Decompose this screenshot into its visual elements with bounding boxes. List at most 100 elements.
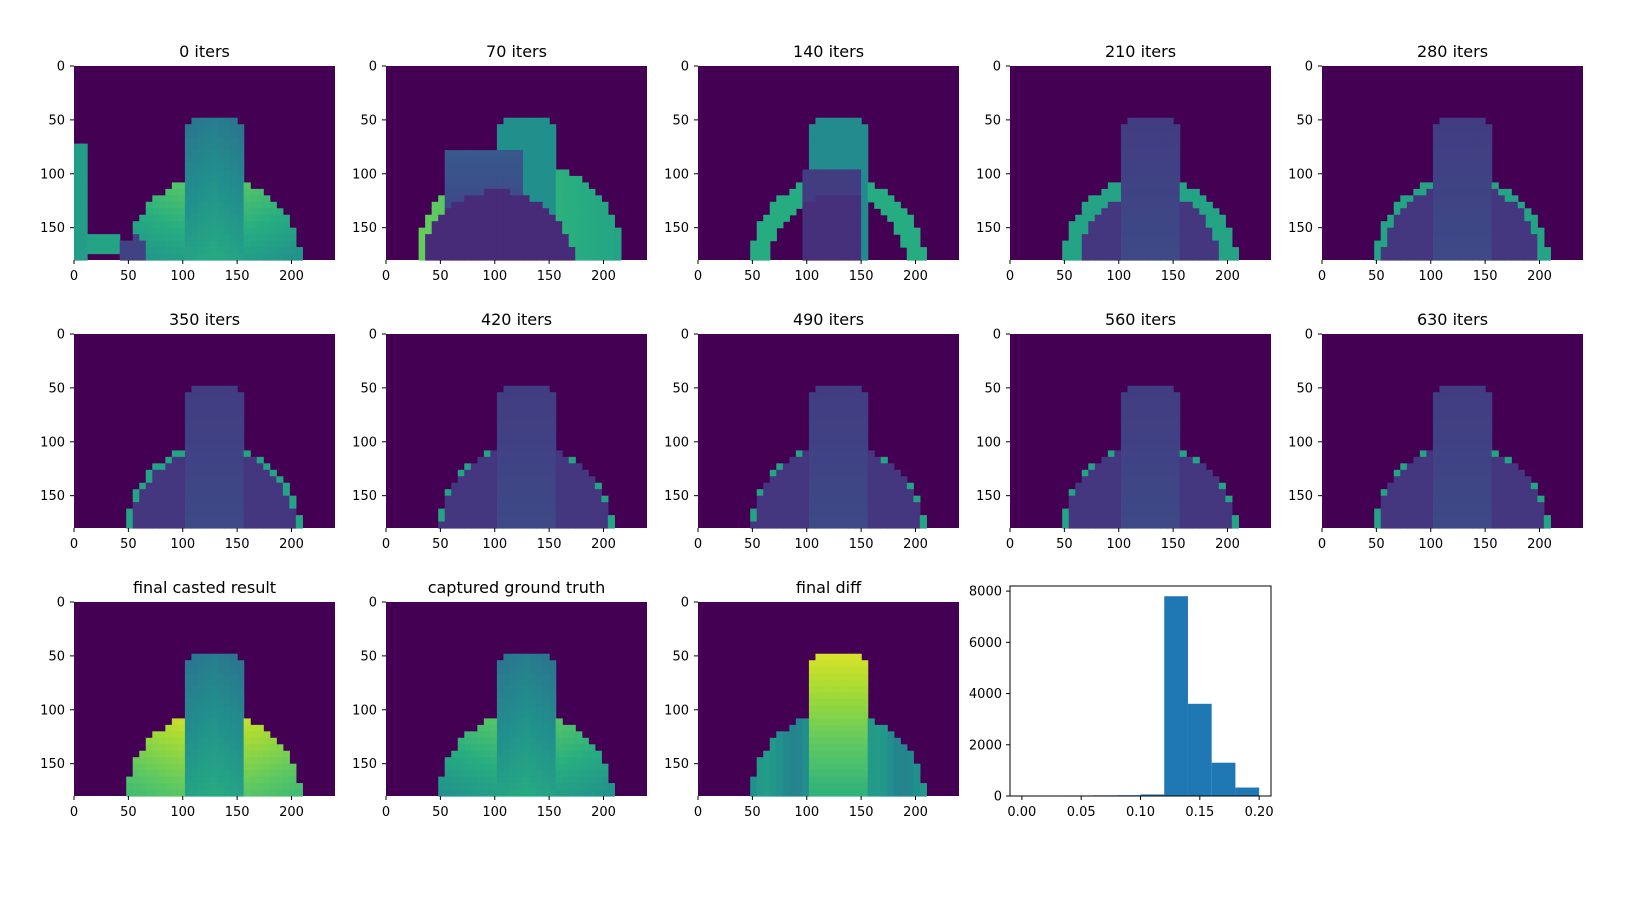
depth-cell — [822, 522, 829, 529]
depth-cell — [815, 725, 822, 732]
depth-cell — [517, 399, 524, 406]
x-tick-label: 50 — [432, 269, 449, 284]
depth-cell — [1173, 437, 1180, 444]
depth-cell — [146, 241, 153, 248]
depth-cell — [517, 418, 524, 425]
depth-cell — [881, 470, 888, 477]
depth-cell — [1121, 437, 1128, 444]
depth-cell — [1160, 202, 1167, 209]
depth-cell — [1479, 412, 1486, 419]
depth-cell — [172, 718, 179, 725]
depth-cell — [159, 744, 166, 751]
depth-cell — [523, 783, 530, 790]
depth-cell — [1407, 502, 1414, 509]
depth-cell — [205, 496, 212, 503]
depth-cell — [881, 522, 888, 529]
depth-cell — [842, 221, 849, 228]
depth-cell — [1088, 215, 1095, 222]
depth-cell — [569, 770, 576, 777]
depth-cell — [829, 744, 836, 751]
depth-cell — [497, 770, 504, 777]
depth-cell — [549, 667, 556, 674]
depth-cell — [237, 489, 244, 496]
depth-cell — [211, 137, 218, 144]
depth-cell — [1167, 195, 1174, 202]
depth-cell — [172, 725, 179, 732]
depth-cell — [464, 241, 471, 248]
depth-cell — [517, 195, 524, 202]
depth-cell — [211, 169, 218, 176]
depth-cell — [218, 131, 225, 138]
depth-cell — [1199, 215, 1206, 222]
depth-cell — [159, 470, 166, 477]
depth-cell — [1193, 241, 1200, 248]
depth-cell — [1121, 169, 1128, 176]
depth-cell — [1433, 202, 1440, 209]
depth-cell — [530, 783, 537, 790]
depth-cell — [503, 502, 510, 509]
depth-cell — [789, 195, 796, 202]
depth-cell — [1472, 124, 1479, 131]
depth-cell — [556, 496, 563, 503]
depth-cell — [224, 757, 231, 764]
depth-cell — [887, 208, 894, 215]
x-tick-label: 50 — [120, 269, 137, 284]
depth-cell — [198, 777, 205, 784]
depth-cell — [835, 489, 842, 496]
depth-cell — [536, 412, 543, 419]
depth-cell — [848, 202, 855, 209]
depth-cell — [477, 509, 484, 516]
depth-cell — [1472, 463, 1479, 470]
depth-cell — [842, 744, 849, 751]
depth-cell — [1186, 247, 1193, 254]
depth-cell — [451, 189, 458, 196]
depth-cell — [868, 483, 875, 490]
depth-cell — [497, 124, 504, 131]
depth-cell — [1459, 241, 1466, 248]
depth-cell — [763, 783, 770, 790]
depth-cell — [907, 757, 914, 764]
depth-cell — [270, 228, 277, 235]
depth-cell — [1173, 405, 1180, 412]
depth-cell — [588, 757, 595, 764]
depth-cell — [809, 247, 816, 254]
depth-cell — [276, 234, 283, 241]
depth-cell — [1459, 476, 1466, 483]
depth-cell — [1121, 202, 1128, 209]
depth-cell — [178, 189, 185, 196]
depth-cell — [842, 399, 849, 406]
depth-cell — [900, 777, 907, 784]
depth-cell — [165, 790, 172, 797]
depth-cell — [556, 783, 563, 790]
depth-cell — [477, 182, 484, 189]
depth-cell — [283, 770, 290, 777]
depth-cell — [1439, 457, 1446, 464]
depth-cell — [191, 215, 198, 222]
depth-cell — [445, 234, 452, 241]
depth-cell — [848, 254, 855, 261]
depth-cell — [549, 496, 556, 503]
depth-cell — [750, 790, 757, 797]
depth-cell — [1141, 118, 1148, 125]
depth-cell — [1426, 221, 1433, 228]
depth-cell — [1453, 182, 1460, 189]
depth-cell — [1095, 515, 1102, 522]
depth-cell — [510, 515, 517, 522]
depth-cell — [1141, 457, 1148, 464]
depth-cell — [152, 215, 159, 222]
depth-cell — [283, 483, 290, 490]
depth-cell — [1446, 157, 1453, 164]
depth-cell — [835, 392, 842, 399]
depth-cell — [451, 221, 458, 228]
depth-cell — [517, 169, 524, 176]
depth-cell — [139, 241, 146, 248]
depth-cell — [861, 790, 868, 797]
depth-cell — [783, 515, 790, 522]
depth-cell — [562, 502, 569, 509]
depth-cell — [1134, 418, 1141, 425]
y-tick-label: 50 — [672, 113, 689, 128]
depth-cell — [848, 131, 855, 138]
depth-cell — [1225, 241, 1232, 248]
depth-cell — [1466, 189, 1473, 196]
depth-cell — [1154, 457, 1161, 464]
